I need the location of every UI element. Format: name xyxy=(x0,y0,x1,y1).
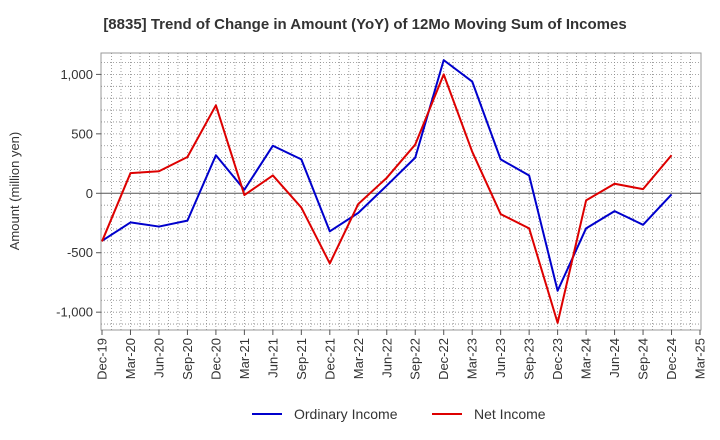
x-tick-label: Mar-23 xyxy=(465,338,480,379)
x-axis-ticks: Dec-19 Mar-20 Jun-20 Sep-20 Dec-20 Mar-21 Jun-… xyxy=(95,330,708,380)
series-line-ordinary-income xyxy=(101,59,673,292)
y-tick-label: 0 xyxy=(86,186,93,201)
x-tick-label: Dec-19 xyxy=(95,338,110,380)
series-line-net-income xyxy=(101,73,673,324)
y-tick-label: -1,000 xyxy=(56,305,93,320)
x-tick-label: Mar-25 xyxy=(693,338,708,379)
x-tick-label: Dec-21 xyxy=(322,338,337,380)
x-tick-label: Mar-20 xyxy=(123,338,138,379)
x-tick-label: Mar-22 xyxy=(351,338,366,379)
x-tick-label: Dec-24 xyxy=(664,338,679,380)
legend-label: Net Income xyxy=(474,406,546,422)
legend-label: Ordinary Income xyxy=(294,406,398,422)
series-lines xyxy=(101,59,673,324)
x-tick-label: Jun-24 xyxy=(607,338,622,378)
chart-title: [8835] Trend of Change in Amount (YoY) o… xyxy=(103,16,626,33)
x-tick-label: Sep-22 xyxy=(408,338,423,380)
y-tick-label: 1,000 xyxy=(60,67,93,82)
x-tick-label: Sep-24 xyxy=(636,338,651,380)
x-tick-label: Jun-20 xyxy=(151,338,166,378)
y-axis-label: Amount (million yen) xyxy=(7,132,22,251)
x-tick-label: Mar-21 xyxy=(237,338,252,379)
x-tick-label: Dec-23 xyxy=(550,338,565,380)
legend: Ordinary Income Net Income xyxy=(252,406,546,422)
x-tick-label: Mar-24 xyxy=(579,338,594,379)
x-tick-label: Jun-21 xyxy=(265,338,280,378)
x-tick-label: Jun-22 xyxy=(379,338,394,378)
x-tick-label: Sep-21 xyxy=(294,338,309,380)
y-tick-label: -500 xyxy=(67,245,93,260)
x-tick-label: Jun-23 xyxy=(493,338,508,378)
y-tick-label: 500 xyxy=(71,126,93,141)
x-tick-label: Sep-20 xyxy=(180,338,195,380)
x-tick-label: Sep-23 xyxy=(522,338,537,380)
x-tick-label: Dec-22 xyxy=(436,338,451,380)
y-axis-ticks: 1,000 500 0 -500 -1,000 xyxy=(56,67,101,320)
x-tick-label: Dec-20 xyxy=(208,338,223,380)
grid xyxy=(101,53,701,330)
